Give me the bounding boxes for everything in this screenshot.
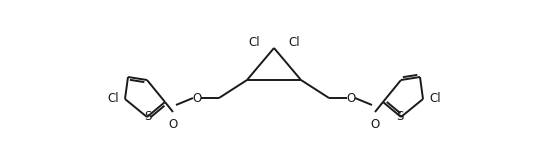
Text: O: O xyxy=(370,118,380,131)
Text: S: S xyxy=(396,111,404,123)
Text: S: S xyxy=(144,111,152,123)
Text: Cl: Cl xyxy=(248,36,260,49)
Text: O: O xyxy=(168,118,178,131)
Text: Cl: Cl xyxy=(288,36,300,49)
Text: O: O xyxy=(346,91,356,104)
Text: O: O xyxy=(192,91,202,104)
Text: Cl: Cl xyxy=(107,92,119,106)
Text: Cl: Cl xyxy=(429,92,441,106)
